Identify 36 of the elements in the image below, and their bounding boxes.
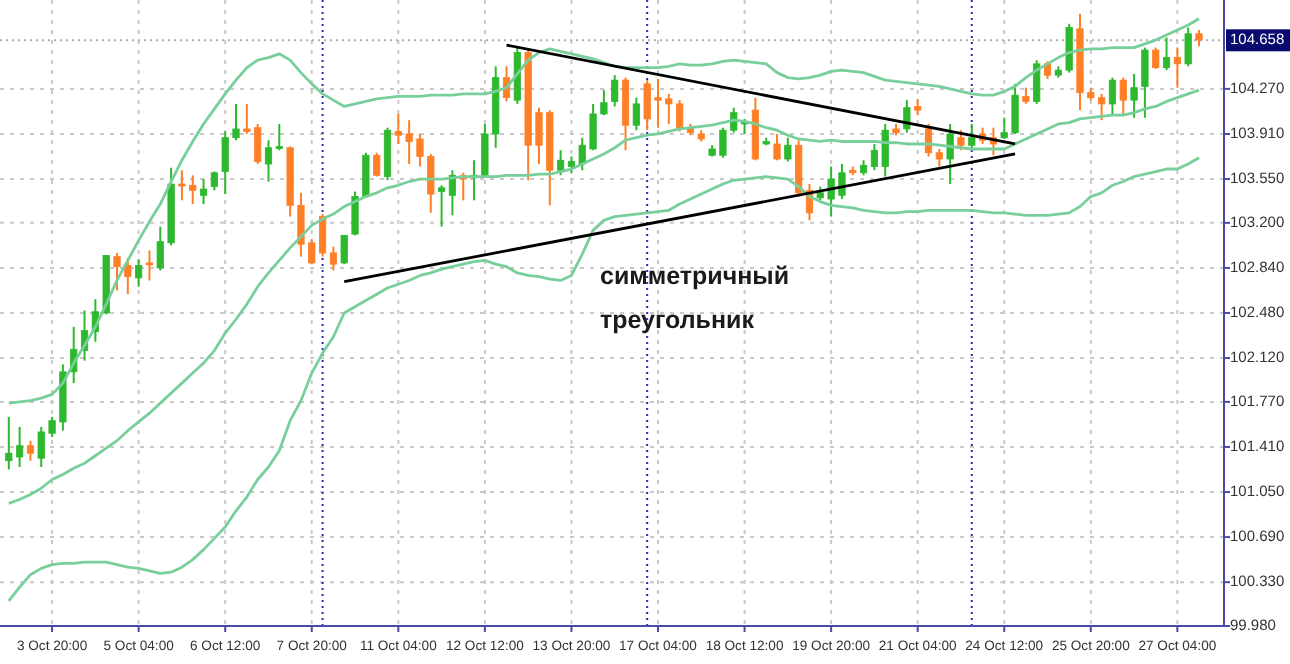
- candlestick: [1119, 76, 1127, 117]
- candlestick: [135, 258, 143, 288]
- candlestick: [903, 99, 911, 134]
- line-series: [7, 88, 1201, 505]
- line-series: [7, 156, 1201, 603]
- annotation: симметричный треугольник: [600, 262, 790, 334]
- candlestick: [632, 96, 640, 132]
- candlestick: [1141, 46, 1149, 119]
- candlestick: [1162, 36, 1171, 72]
- candlestick: [340, 234, 348, 266]
- candlestick: [957, 129, 965, 152]
- candlestick: [773, 132, 781, 162]
- candlestick: [784, 136, 792, 163]
- candlestick: [1173, 46, 1181, 89]
- candlestick: [438, 184, 446, 228]
- candlestick: [26, 439, 35, 462]
- candlestick: [795, 139, 803, 198]
- candlestick: [113, 251, 121, 292]
- candlestick: [199, 178, 208, 206]
- candlestick: [946, 122, 954, 186]
- candlestick: [1108, 76, 1117, 117]
- line-series: [7, 17, 1201, 405]
- candlestick: [383, 126, 392, 182]
- candlestick: [968, 122, 976, 150]
- candlestick: [124, 256, 132, 296]
- candlestick: [611, 74, 619, 108]
- candlestick: [621, 76, 630, 152]
- candlestick: [145, 249, 154, 282]
- candlestick: [1033, 59, 1041, 105]
- candlestick: [1152, 46, 1160, 70]
- candlestick: [513, 46, 521, 105]
- candlestick: [1184, 26, 1192, 68]
- candlestick: [373, 151, 381, 178]
- candlestick: [557, 149, 565, 177]
- candlestick: [1130, 72, 1138, 119]
- candlestick: [329, 245, 337, 272]
